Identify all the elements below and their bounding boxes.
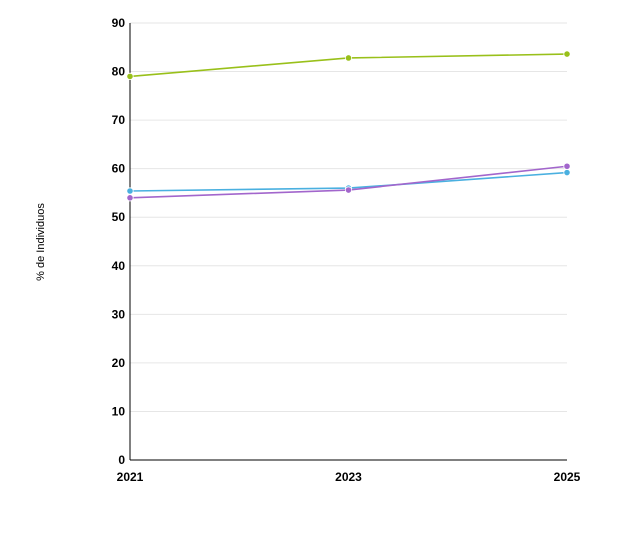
series <box>126 50 571 202</box>
data-point <box>344 54 353 62</box>
y-tick-labels: 0 10 20 30 40 50 60 70 80 90 <box>112 16 126 467</box>
y-tick-label: 50 <box>112 210 126 224</box>
y-tick-label: 80 <box>112 65 126 79</box>
data-point <box>126 194 134 202</box>
x-tick-label: 2021 <box>117 470 144 484</box>
grid <box>130 22 567 412</box>
series-3 <box>126 162 571 202</box>
x-tick-label: 2023 <box>335 470 362 484</box>
data-point <box>126 187 134 195</box>
data-point <box>344 186 353 194</box>
x-tick-label: 2025 <box>554 470 581 484</box>
data-point <box>563 50 571 58</box>
y-tick-label: 0 <box>118 453 125 467</box>
y-tick-label: 20 <box>112 356 126 370</box>
y-tick-label: 60 <box>112 162 126 176</box>
y-tick-label: 10 <box>112 404 126 418</box>
y-tick-label: 40 <box>112 259 126 273</box>
y-tick-label: 90 <box>112 16 126 30</box>
x-tick-labels: 2021 2023 2025 <box>117 470 581 484</box>
y-axis-title: % de Individuos <box>35 203 47 281</box>
axes <box>129 23 567 461</box>
y-tick-label: 30 <box>112 307 126 321</box>
y-tick-label: 70 <box>112 113 126 127</box>
data-point <box>563 162 571 170</box>
data-point <box>563 168 571 177</box>
series-1 <box>126 50 571 81</box>
data-point <box>126 72 134 81</box>
